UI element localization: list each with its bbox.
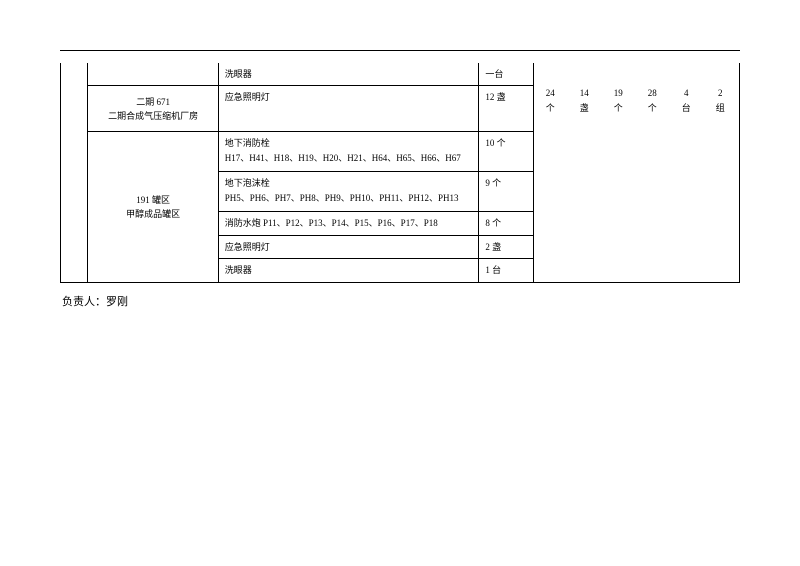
area-cell: 191 罐区 甲醇成品罐区 <box>88 132 218 282</box>
cell: 2 盏 <box>479 235 534 258</box>
equipment-table: 洗眼器 一台 二期 671 二期合成气压缩机厂房 应急照明灯 12 盏 24 个… <box>60 63 740 283</box>
cell: 应急照明灯 <box>218 86 479 132</box>
total-unit: 盏 <box>580 103 589 113</box>
area-label: 二期 671 <box>136 97 170 107</box>
cell: 12 盏 24 个 14 盏 19 个 28 个 <box>479 86 534 132</box>
cell: 消防水炮 P11、P12、P13、P14、P15、P16、P17、P18 <box>218 212 479 235</box>
total-unit: 组 <box>716 103 725 113</box>
page-header-rule <box>60 50 740 51</box>
table-row: 洗眼器 一台 <box>61 63 740 86</box>
cell: 1 台 <box>479 259 534 282</box>
desc-line: PH5、PH6、PH7、PH8、PH9、PH10、PH11、PH12、PH13 <box>225 193 459 203</box>
desc-line: H17、H41、H18、H19、H20、H21、H64、H65、H66、H67 <box>225 153 461 163</box>
total-unit: 个 <box>546 103 555 113</box>
total-val: 14 <box>580 88 589 98</box>
total-unit: 个 <box>614 103 623 113</box>
cell: 地下泡沫栓 PH5、PH6、PH7、PH8、PH9、PH10、PH11、PH12… <box>218 172 479 212</box>
qty-val: 12 盏 <box>485 92 505 102</box>
cell: 洗眼器 <box>218 259 479 282</box>
cell: 地下消防栓 H17、H41、H18、H19、H20、H21、H64、H65、H6… <box>218 132 479 172</box>
stub-col <box>61 63 88 282</box>
cell: 10 个 <box>479 132 534 172</box>
cell: 一台 <box>479 63 534 86</box>
cell <box>88 63 218 86</box>
total-val: 2 <box>718 88 723 98</box>
area-label: 191 罐区 <box>136 195 170 205</box>
cell: 应急照明灯 <box>218 235 479 258</box>
cell: 9 个 <box>479 172 534 212</box>
desc-line: 地下消防栓 <box>225 138 270 148</box>
total-val: 19 <box>614 88 623 98</box>
desc-line: 地下泡沫栓 <box>225 178 270 188</box>
total-val: 28 <box>648 88 657 98</box>
area-label: 甲醇成品罐区 <box>126 209 180 219</box>
total-val: 24 <box>546 88 555 98</box>
total-unit: 台 <box>682 103 691 113</box>
total-unit: 个 <box>648 103 657 113</box>
area-label: 二期合成气压缩机厂房 <box>108 111 198 121</box>
total-val: 4 <box>684 88 689 98</box>
footer-responsible: 负责人：罗刚 <box>60 293 740 309</box>
area-cell: 二期 671 二期合成气压缩机厂房 <box>88 86 218 132</box>
cell: 洗眼器 <box>218 63 479 86</box>
cell: 8 个 <box>479 212 534 235</box>
